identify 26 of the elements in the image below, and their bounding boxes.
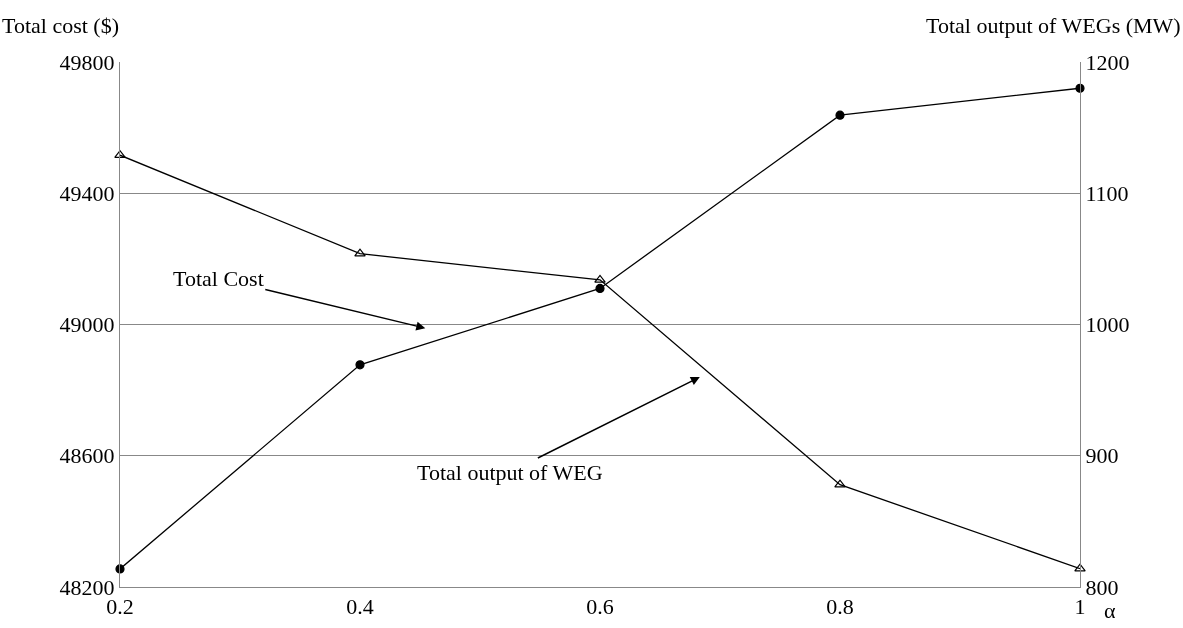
y2-tick-label: 900 xyxy=(1085,443,1119,469)
x-tick-label: 0.4 xyxy=(346,594,374,620)
y2-tick-label: 1000 xyxy=(1085,312,1130,338)
x-tick-label: 0.8 xyxy=(826,594,854,620)
y2-axis-title: Total output of WEGs (MW) xyxy=(926,13,1181,38)
annotation: Total Cost xyxy=(173,266,264,291)
y2-tick-label: 1200 xyxy=(1085,49,1130,75)
point xyxy=(594,274,606,283)
point xyxy=(835,110,845,120)
x-tick-label: 1 xyxy=(1074,594,1086,620)
y-tick-label: 49000 xyxy=(59,312,115,338)
point xyxy=(354,248,366,257)
point xyxy=(114,150,126,159)
annotation: Total output of WEG xyxy=(417,460,603,485)
y-tick-label: 48600 xyxy=(59,443,115,469)
x-axis-title: α xyxy=(1104,598,1116,623)
point xyxy=(1074,563,1086,572)
y-axis-title: Total cost ($) xyxy=(2,13,119,38)
y-tick-label: 49400 xyxy=(59,180,115,206)
point xyxy=(355,360,365,370)
x-tick-label: 0.6 xyxy=(586,594,614,620)
point xyxy=(595,283,605,294)
y2-tick-label: 800 xyxy=(1085,574,1119,600)
point xyxy=(834,479,846,488)
y-tick-label: 49800 xyxy=(59,49,115,75)
y2-tick-label: 1100 xyxy=(1085,180,1129,206)
